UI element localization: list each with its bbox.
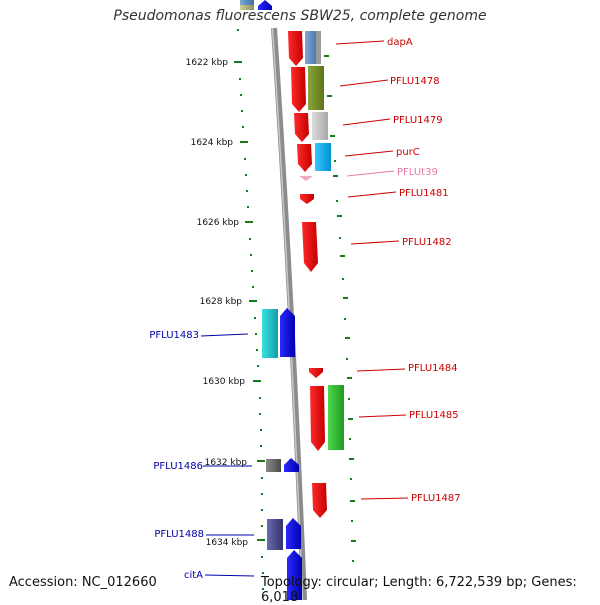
gene-PFLU1485-homolog [328, 385, 344, 450]
gene-PFLU1486 [284, 458, 299, 472]
partial-gene-top-1 [240, 0, 254, 5]
gene-PFLU1484 [309, 368, 323, 378]
genome-title: Pseudomonas fluorescens SBW25, complete … [113, 8, 487, 24]
gene-citA [287, 550, 302, 600]
gene-PFLU1487 [312, 483, 327, 518]
gene-dapA-homolog [305, 31, 319, 64]
genome-backbone-highlight [271, 27, 304, 600]
gene-PFLU1478-homolog [308, 66, 324, 110]
gene-label: PFLU1487 [411, 493, 461, 504]
accession-text: Accession: NC_012660 [9, 575, 157, 590]
gene-PFLU1485 [310, 386, 325, 451]
gene-label: dapA [387, 37, 413, 48]
gene-label: PFLU1482 [402, 237, 452, 248]
gene-PFLU1488 [286, 518, 301, 549]
gene-label: PFLU1478 [390, 76, 440, 87]
gene-PFLU1483 [280, 308, 295, 357]
tick-label: 1634 kbp [206, 538, 249, 548]
tick-label: 1628 kbp [200, 297, 243, 307]
gene-dapA [288, 31, 303, 66]
leader-PFLU1484 [356, 368, 406, 372]
gene-PFLU1479-homolog [312, 112, 328, 140]
tick-label: 1626 kbp [197, 218, 240, 228]
partial-gene-top-2 [240, 5, 254, 10]
gene-dapA-homolog-2 [316, 31, 321, 64]
gene-label: PFLU1486 [153, 461, 203, 472]
gene-label: purC [396, 147, 420, 158]
gene-label: PFLU1488 [154, 529, 204, 540]
tick-label: 1622 kbp [186, 58, 229, 68]
gene-purC [297, 144, 312, 172]
gene-label: PFLU1479 [393, 115, 443, 126]
genome-summary: Topology: circular; Length: 6,722,539 bp… [261, 575, 577, 605]
scale-ticks [234, 61, 265, 541]
gene-PFLU1488-homolog [267, 519, 283, 550]
gene-label: PFLU1484 [408, 363, 458, 374]
leader-PFLU1482 [350, 240, 400, 245]
leader-PFLU1479 [342, 118, 391, 126]
leader-PFLU1481 [347, 191, 397, 198]
gene-label: PFLU1485 [409, 410, 459, 421]
leader-PFLU1483 [200, 333, 249, 337]
leader-PFLU1478 [339, 79, 389, 87]
tick-label: 1624 kbp [191, 138, 234, 148]
leader-PFLU1487 [360, 497, 409, 500]
minor-tick-dots [237, 29, 356, 590]
gene-PFLU1478 [291, 67, 306, 112]
tick-label: 1632 kbp [205, 458, 248, 468]
gene-purC-homolog [315, 143, 331, 171]
gene-PFLU1482 [302, 222, 318, 272]
leader-citA [204, 574, 255, 577]
tick-label: 1630 kbp [203, 377, 246, 387]
gene-label: PFLU1483 [149, 330, 199, 341]
gene-PFLU1483-homolog [262, 309, 278, 358]
gene-PFLU1486-homolog [266, 459, 281, 472]
gene-PFLU1481 [300, 194, 314, 204]
gene-PFLU1479 [294, 113, 309, 142]
leader-PFLU1485 [358, 414, 407, 418]
gene-label: PFLUt39 [397, 167, 438, 178]
leader-PFLUt39 [346, 170, 395, 177]
gene-label: citA [184, 570, 203, 581]
genome-backbone [271, 27, 307, 600]
leader-dapA [335, 40, 385, 45]
partial-gene-top-3 [258, 0, 272, 10]
gene-PFLUt39 [299, 176, 313, 181]
gene-label: PFLU1481 [399, 188, 449, 199]
leader-purC [344, 150, 394, 157]
